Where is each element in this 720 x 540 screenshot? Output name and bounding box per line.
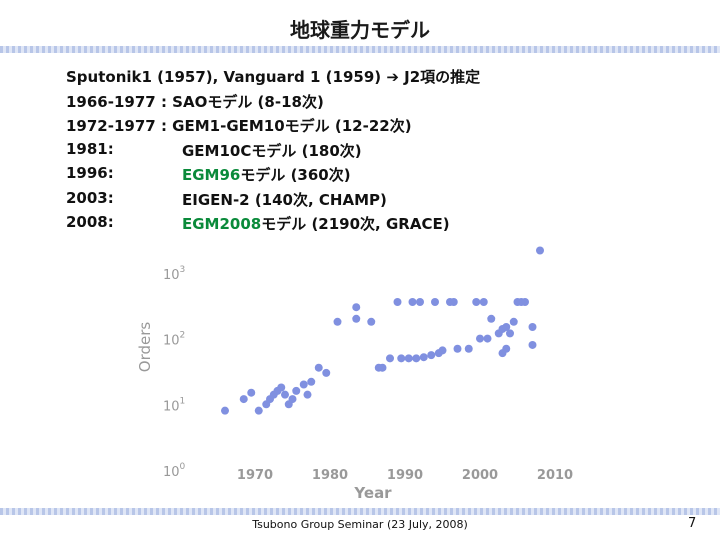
data-point [502,322,511,331]
history-line: 1972-1977 : GEM1-GEM10モデル (12-22次) [66,115,706,140]
data-point [352,303,361,312]
x-tick-label: 2000 [462,468,498,483]
data-point [416,298,424,307]
model-description: モデル (2190次, GRACE) [261,215,450,233]
data-point [404,354,413,363]
y-tick-exponent: 2 [180,331,186,341]
history-line-model: EGM2008モデル (2190次, GRACE) [182,213,450,234]
y-tick-label: 100 [163,462,186,480]
data-point [333,317,342,326]
data-point [221,406,229,415]
y-tick-label: 102 [163,331,185,349]
data-point [288,395,297,404]
history-line-year: 2003: [66,188,114,207]
data-point [393,298,402,307]
data-point [487,314,496,323]
history-line-year: Sputonik1 (1957), Vanguard 1 (1959) ➔ J2… [66,68,481,86]
data-point [427,351,436,360]
x-tick-label: 1980 [312,468,348,483]
footer-text: Tsubono Group Seminar (23 July, 2008) [252,518,468,531]
history-line: 2008: EGM2008モデル (2190次, GRACE) [66,213,706,238]
y-tick-label: 101 [163,396,185,414]
data-point [292,386,301,395]
model-description: EIGEN-2 (140次, CHAMP) [182,190,387,209]
page-number: 7 [688,516,697,531]
x-tick-label: 2010 [537,468,573,483]
data-point [367,317,376,326]
data-point [431,298,439,307]
y-tick-label: 103 [163,265,185,283]
data-point [506,329,514,338]
history-line: 2003: EIGEN-2 (140次, CHAMP) [66,189,706,214]
data-point [509,317,518,326]
y-axis-label: Orders [136,322,154,373]
y-tick-exponent: 0 [180,462,186,472]
highlighted-model-name: EGM96 [182,166,241,184]
data-point [438,346,447,355]
model-description: モデル (360次) [240,166,351,184]
data-point [254,406,263,415]
history-line-year: 2008: [66,213,114,231]
x-tick-label: 1990 [387,468,423,483]
slide-title: 地球重力モデル [290,18,430,42]
data-point [412,354,421,363]
x-axis-label: Year [353,484,392,502]
data-point [303,390,312,399]
history-line-year: 1981: [66,139,114,158]
y-tick-exponent: 1 [180,396,186,406]
data-point [536,246,544,255]
data-point [419,353,428,362]
y-tick-base: 10 [163,334,180,349]
y-tick-base: 10 [163,399,180,414]
data-point [408,298,417,307]
history-line-year: 1972-1977 : GEM1-GEM10モデル (12-22次) [66,117,412,135]
bottom-decorative-band [0,508,720,515]
history-line: Sputonik1 (1957), Vanguard 1 (1959) ➔ J2… [66,66,706,91]
history-line: 1966-1977 : SAOモデル (8-18次) [66,91,706,116]
y-tick-exponent: 3 [180,265,186,275]
data-point [479,298,488,307]
data-point [314,363,323,372]
top-decorative-band [0,46,720,53]
history-line-model: EGM96モデル (360次) [182,164,351,185]
history-line-year: 1966-1977 : SAOモデル (8-18次) [66,92,324,111]
data-point [521,298,529,307]
data-point [281,390,289,399]
history-line: 1981: GEM10Cモデル (180次) [66,140,706,165]
y-tick-base: 10 [163,268,180,283]
data-point [483,334,492,343]
x-tick-label: 1970 [237,468,273,483]
data-point [498,349,507,358]
data-point [386,354,394,363]
data-point [247,388,256,397]
data-point [322,368,331,377]
data-point [352,314,361,323]
history-line-year: 1996: [66,164,114,182]
history-list: Sputonik1 (1957), Vanguard 1 (1959) ➔ J2… [66,66,706,238]
history-line-model: GEM10Cモデル (180次) [182,140,362,161]
data-point [476,334,484,343]
data-point [239,395,248,404]
data-point [449,298,458,307]
data-point [528,322,537,331]
data-point [378,363,387,372]
data-point [307,377,316,386]
data-point [472,298,481,307]
highlighted-model-name: EGM2008 [182,215,262,233]
data-point [464,344,473,353]
data-point [299,380,308,389]
history-line: 1996: EGM96モデル (360次) [66,164,706,189]
data-point [397,354,406,363]
data-point [453,344,462,353]
data-point [528,340,537,349]
history-line-model: EIGEN-2 (140次, CHAMP) [182,189,387,210]
y-tick-base: 10 [163,465,180,480]
model-description: GEM10Cモデル (180次) [182,141,362,160]
data-point [277,383,286,392]
